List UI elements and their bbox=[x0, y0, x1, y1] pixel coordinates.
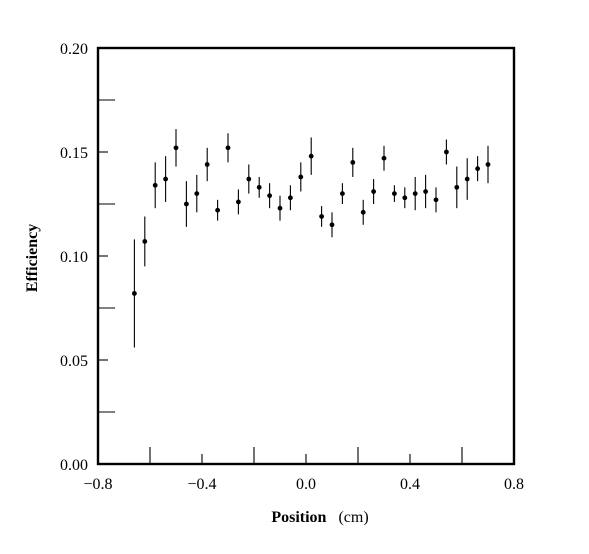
data-point bbox=[433, 197, 439, 203]
data-point bbox=[319, 214, 324, 219]
x-axis-label-name: Position bbox=[271, 509, 326, 526]
data-point bbox=[392, 191, 397, 197]
data-point bbox=[215, 207, 221, 213]
data-point bbox=[267, 193, 272, 199]
x-tick-label: −0.4 bbox=[187, 476, 216, 493]
plot-frame bbox=[96, 46, 516, 466]
x-tick-label: 0.4 bbox=[400, 476, 420, 493]
data-point bbox=[152, 182, 158, 188]
x-tick-label: 0.0 bbox=[296, 476, 316, 493]
axis-ticks bbox=[97, 47, 515, 465]
data-point bbox=[256, 184, 262, 190]
y-tick-label: 0.15 bbox=[60, 145, 88, 162]
data-point bbox=[360, 209, 366, 215]
data-point bbox=[288, 195, 293, 201]
y-tick-label: 0.10 bbox=[60, 249, 88, 266]
data-point bbox=[308, 153, 314, 159]
data-point bbox=[132, 291, 137, 296]
x-axis-label: Position (cm) bbox=[271, 509, 368, 526]
data-point bbox=[340, 191, 345, 197]
y-tick-label: 0.00 bbox=[60, 457, 88, 474]
data-point bbox=[412, 191, 418, 197]
data-point bbox=[194, 191, 200, 197]
data-point bbox=[246, 176, 252, 182]
data-point bbox=[444, 149, 449, 155]
data-point bbox=[173, 145, 179, 151]
data-point bbox=[485, 162, 491, 167]
data-point bbox=[142, 239, 148, 244]
y-tick-label: 0.05 bbox=[60, 353, 88, 370]
data-point bbox=[475, 166, 480, 172]
data-point bbox=[277, 205, 283, 211]
data-point bbox=[298, 174, 304, 180]
x-tick-label: −0.8 bbox=[83, 476, 112, 493]
x-tick-label: 0.8 bbox=[504, 476, 524, 493]
data-points bbox=[132, 145, 491, 296]
data-point bbox=[225, 145, 231, 151]
data-point bbox=[381, 155, 387, 161]
y-tick-label: 0.20 bbox=[60, 41, 88, 58]
data-point bbox=[454, 184, 460, 190]
y-axis-label: Efficiency bbox=[24, 224, 41, 292]
data-point bbox=[423, 189, 428, 194]
data-point bbox=[371, 189, 376, 194]
data-point bbox=[329, 222, 335, 228]
data-point bbox=[350, 160, 356, 165]
data-point bbox=[184, 201, 189, 207]
data-point bbox=[163, 176, 169, 182]
axis-tick-labels: −0.8 −0.4 0.0 0.4 0.8 0.00 0.05 0.10 0.15 0.20 bbox=[60, 41, 524, 493]
data-point bbox=[402, 195, 408, 201]
data-point bbox=[204, 162, 210, 167]
data-point bbox=[236, 199, 241, 205]
error-bars bbox=[133, 129, 489, 348]
x-axis-label-unit: (cm) bbox=[338, 509, 368, 526]
data-point bbox=[464, 176, 470, 182]
